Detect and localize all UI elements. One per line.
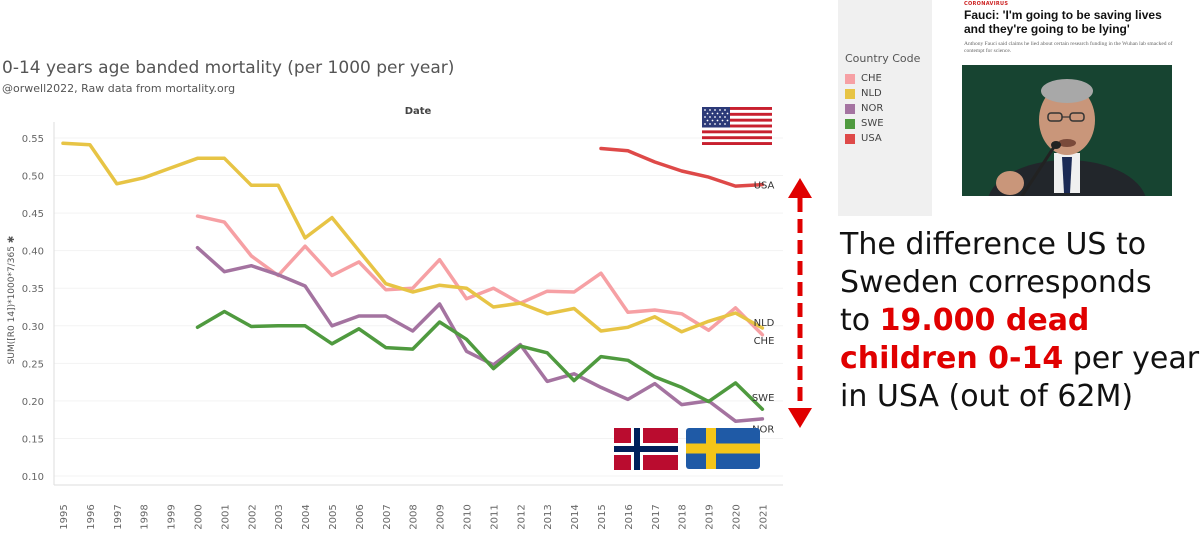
legend-label: NLD (861, 88, 882, 99)
callout-line-1: The difference US to (840, 227, 1147, 262)
x-tick-label: 2012 (516, 504, 527, 529)
chart-grid (54, 137, 783, 477)
x-tick-label: 1998 (140, 504, 151, 529)
x-tick-label: 1999 (167, 504, 178, 529)
chart-subtitle: @orwell2022, Raw data from mortality.org (2, 82, 236, 95)
x-tick-label: 2006 (355, 504, 366, 529)
end-label-nld: NLD (754, 318, 775, 329)
y-tick-label: 0.50 (22, 172, 44, 183)
legend-item-usa[interactable]: USA (845, 131, 930, 146)
x-tick-label: 2021 (758, 504, 769, 529)
legend-swatch (845, 73, 855, 84)
legend-label: CHE (861, 73, 882, 84)
y-tick-label: 0.30 (22, 322, 44, 333)
y-tick-label: 0.35 (22, 284, 44, 295)
legend-label: NOR (861, 103, 884, 114)
article-kicker: CORONAVIRUS (964, 1, 1009, 7)
arrow-head-up (788, 178, 812, 198)
y-tick-label: 0.45 (22, 209, 44, 220)
usa-flag-icon (702, 107, 772, 145)
y-tick-label: 0.10 (22, 472, 44, 483)
x-tick-label: 2014 (570, 504, 581, 529)
x-tick-label: 2002 (247, 504, 258, 529)
y-tick-label: 0.20 (22, 397, 44, 408)
series-line-nld (61, 141, 765, 334)
x-tick-label: 2020 (732, 504, 743, 529)
x-tick-label: 2004 (301, 504, 312, 529)
x-tick-label: 2016 (624, 504, 635, 529)
legend-item-nld[interactable]: NLD (845, 86, 930, 101)
y-tick-label: 0.40 (22, 247, 44, 258)
article-headline[interactable]: Fauci: 'I'm going to be saving lives and… (964, 8, 1162, 36)
callout-line-3: to 19.000 dead (840, 302, 1200, 340)
y-tick-label: 0.55 (22, 134, 44, 145)
arrow-head-down (788, 408, 812, 428)
legend-swatch (845, 133, 855, 144)
legend-title: Country Code (845, 52, 921, 65)
sweden-flag-icon (686, 428, 760, 469)
callout-highlight-deaths: 19.000 dead (879, 303, 1090, 338)
x-tick-label: 2001 (220, 504, 231, 529)
end-label-usa: USA (754, 181, 775, 192)
legend-label: SWE (861, 118, 884, 129)
x-tick-label: 1997 (113, 504, 124, 529)
chart-end-labels: USA NLD CHE SWE NOR (752, 181, 775, 436)
chart-title: 0-14 years age banded mortality (per 100… (2, 58, 455, 78)
x-tick-label: 2015 (597, 504, 608, 529)
x-tick-label: 2018 (678, 504, 689, 529)
x-tick-label: 2019 (705, 504, 716, 529)
x-tick-label: 2010 (463, 504, 474, 529)
line-chart: USA NLD CHE SWE NOR Date SUM([R0 14])*1000*7/… (7, 106, 783, 530)
legend-swatch (845, 118, 855, 129)
x-tick-label: 2005 (328, 504, 339, 529)
legend-item-swe[interactable]: SWE (845, 116, 930, 131)
legend-item-nor[interactable]: NOR (845, 101, 930, 116)
x-tick-label: 2011 (489, 504, 500, 529)
x-tick-label: 2003 (274, 504, 285, 529)
x-tick-label: 2013 (543, 504, 554, 529)
x-tick-label: 2000 (194, 504, 205, 529)
x-tick-label: 1995 (59, 504, 70, 529)
y-tick-label: 0.15 (22, 434, 44, 445)
news-article[interactable]: CORONAVIRUS Fauci: 'I'm going to be savi… (962, 0, 1172, 196)
callout-line-2: Sweden corresponds (840, 265, 1152, 300)
series-line-swe (195, 309, 765, 411)
y-axis-title: SUM([R0 14])*1000*7/365 ✱ (7, 236, 17, 365)
x-tick-label: 2009 (436, 504, 447, 529)
fauci-photo (962, 65, 1172, 196)
x-tick-label: 2017 (651, 504, 662, 529)
difference-arrow (788, 178, 812, 428)
callout-text: The difference US to Sweden corresponds … (840, 226, 1200, 416)
callout-line-4: children 0-14 per year (840, 340, 1200, 378)
x-axis-title: Date (405, 106, 432, 117)
y-tick-label: 0.25 (22, 359, 44, 370)
legend-swatch (845, 103, 855, 114)
series-line-che (195, 214, 765, 337)
end-label-swe: SWE (752, 393, 775, 404)
callout-line-4-suffix: per year (1063, 341, 1200, 376)
legend-item-che[interactable]: CHE (845, 71, 930, 86)
callout-line-5: in USA (out of 62M) (840, 379, 1134, 414)
x-tick-label: 2008 (409, 504, 420, 529)
end-label-che: CHE (754, 336, 775, 347)
legend-swatch (845, 88, 855, 99)
callout-highlight-children: children 0-14 (840, 341, 1064, 376)
end-label-nor: NOR (752, 425, 774, 436)
legend: Country Code CHE NLD NOR SWE USA (845, 52, 930, 146)
x-tick-label: 2007 (382, 504, 393, 529)
legend-label: USA (861, 133, 882, 144)
series-line-usa (599, 146, 765, 188)
chart-series (61, 141, 765, 423)
callout-line-3-prefix: to (840, 303, 880, 338)
x-tick-label: 1996 (86, 504, 97, 529)
norway-flag-icon (614, 428, 678, 470)
series-line-nor (195, 245, 765, 423)
chart-axes: Date SUM([R0 14])*1000*7/365 ✱ 0.55 0.50 0.4… (7, 106, 783, 530)
article-summary: Anthony Fauci said claims he lied about … (964, 41, 1173, 54)
